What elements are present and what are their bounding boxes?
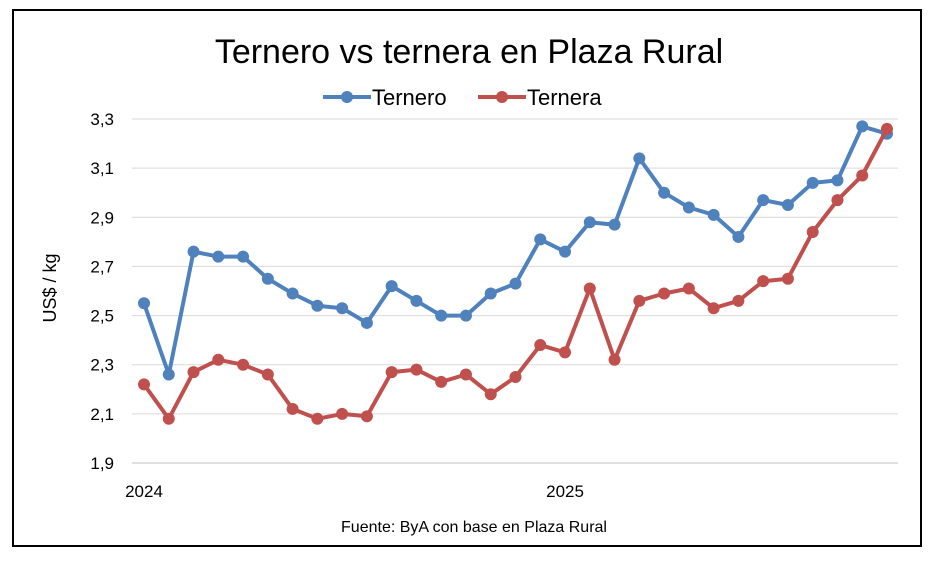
y-tick-label: 3,3 (90, 110, 114, 129)
data-point-ternera (435, 375, 448, 388)
legend-label-ternero: Ternero (372, 85, 447, 110)
x-tick-label: 2024 (125, 482, 163, 501)
data-point-ternera (261, 368, 274, 381)
y-tick-label: 3,1 (90, 159, 114, 178)
legend-item-ternero: Ternero (323, 85, 447, 110)
data-point-ternero (336, 302, 349, 315)
data-point-ternera (509, 371, 522, 383)
data-point-ternera (806, 226, 819, 239)
data-point-ternero (559, 245, 572, 258)
data-point-ternero (237, 250, 250, 263)
y-tick-label: 2,7 (90, 257, 114, 276)
legend-marker-ternero (341, 91, 353, 103)
y-axis-ticks: 1,9 2,1 2,3 2,5 2,7 2,9 3,1 3,3 (90, 110, 114, 473)
legend: Ternero Ternera (323, 85, 602, 110)
y-tick-label: 2,5 (90, 307, 114, 326)
data-point-ternero (162, 368, 175, 381)
data-point-ternero (831, 174, 844, 187)
chart-title: Ternero vs ternera en Plaza Rural (215, 33, 723, 71)
series-ternera (138, 122, 893, 425)
data-point-ternero (187, 245, 200, 258)
data-point-ternera (311, 412, 324, 425)
chart-frame: Ternero vs ternera en Plaza Rural Terner… (12, 9, 922, 547)
y-tick-label: 1,9 (90, 454, 114, 473)
data-point-ternera (534, 339, 547, 352)
data-point-ternero (484, 287, 497, 300)
data-point-ternero (138, 297, 150, 310)
line-chart: Ternero vs ternera en Plaza Rural Terner… (40, 33, 898, 536)
data-point-ternero (360, 316, 373, 329)
data-point-ternero (757, 194, 770, 207)
data-point-ternera (336, 407, 349, 420)
data-point-ternera (410, 363, 423, 376)
data-point-ternero (732, 230, 745, 243)
data-point-ternera (286, 402, 299, 415)
data-point-ternera (237, 358, 250, 371)
series-line-ternero (142, 124, 889, 377)
y-tick-label: 2,9 (90, 208, 114, 227)
data-point-ternera (212, 353, 225, 366)
data-point-ternera (484, 388, 497, 401)
data-point-ternero (435, 309, 448, 322)
data-point-ternera (881, 122, 893, 135)
data-point-ternero (410, 294, 423, 307)
data-point-ternera (732, 294, 745, 307)
data-point-ternera (658, 287, 671, 300)
data-point-ternero (261, 272, 274, 285)
data-point-ternero (534, 233, 547, 246)
data-point-ternero (658, 186, 671, 199)
data-point-ternero (459, 309, 472, 322)
data-point-ternero (806, 176, 819, 189)
data-point-ternero (682, 201, 695, 214)
y-axis-label: US$ / kg (40, 253, 60, 322)
data-point-ternero (856, 120, 869, 133)
data-point-ternera (781, 272, 794, 285)
legend-marker-ternera (496, 91, 508, 103)
source-note: Fuente: ByA con base en Plaza Rural (341, 519, 607, 536)
data-point-ternero (608, 218, 621, 231)
data-point-ternero (781, 199, 794, 211)
data-point-ternera (459, 368, 472, 381)
x-tick-label: 2025 (546, 482, 584, 501)
legend-label-ternera: Ternera (527, 85, 602, 110)
data-point-ternero (707, 208, 720, 221)
data-point-ternera (138, 378, 150, 391)
data-point-ternero (311, 299, 324, 312)
data-point-ternero (633, 152, 646, 165)
data-point-ternera (187, 366, 200, 379)
y-tick-label: 2,3 (90, 356, 114, 375)
data-point-ternera (682, 282, 695, 295)
data-point-ternera (583, 282, 596, 295)
data-point-ternera (856, 169, 869, 182)
series-ternero (138, 120, 893, 381)
y-tick-label: 2,1 (90, 405, 114, 424)
data-point-ternera (559, 346, 572, 359)
data-point-ternera (633, 294, 646, 307)
data-point-ternero (509, 277, 522, 290)
data-point-ternera (707, 302, 720, 315)
data-point-ternero (385, 280, 398, 293)
series-layer (138, 120, 893, 425)
data-point-ternera (385, 366, 398, 379)
data-point-ternera (608, 353, 621, 366)
x-axis-ticks: 2024 2025 (125, 482, 584, 501)
data-point-ternero (212, 250, 225, 263)
data-point-ternero (286, 287, 299, 300)
data-point-ternera (162, 412, 175, 425)
legend-item-ternera: Ternera (478, 85, 602, 110)
gridlines (132, 118, 898, 464)
data-point-ternera (360, 410, 373, 423)
data-point-ternera (831, 194, 844, 207)
data-point-ternero (583, 216, 596, 229)
data-point-ternera (757, 275, 770, 288)
